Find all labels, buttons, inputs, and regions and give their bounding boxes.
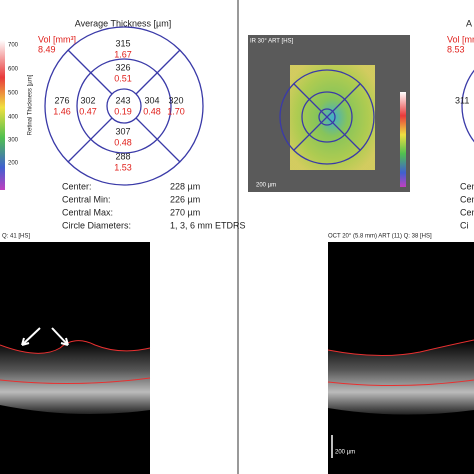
stat-value: 226 µm — [170, 194, 200, 204]
stat-label: Cent — [460, 181, 474, 191]
etdrs-grid — [461, 69, 474, 143]
thickness: 276 — [54, 95, 69, 105]
color-scale — [0, 40, 5, 190]
ilm-line — [327, 339, 474, 357]
stat-value: 270 µm — [170, 207, 200, 217]
stat-label: Cent — [460, 194, 474, 204]
bm-line — [327, 379, 474, 387]
fundus-label: IR 30° ART [HS] — [250, 39, 294, 45]
retina-layers — [0, 340, 150, 414]
map-title: Average Thickness [µm] — [75, 18, 171, 28]
oct-header: Q: 41 [HS] — [2, 234, 30, 240]
ilm-line — [0, 340, 151, 354]
thickness: 288 — [115, 151, 130, 161]
scale-label: 500 — [8, 91, 19, 97]
thickness: 302 — [80, 95, 95, 105]
stat-value: 1, 3, 6 mm ETDRS — [170, 220, 246, 230]
scale-title: Retinal Thickness [µm] — [28, 74, 34, 135]
stat-label: Circle Diameters: — [62, 220, 131, 230]
thickness: 243 — [115, 95, 130, 105]
thickness: 315 — [115, 38, 130, 48]
stat-label: Cent — [460, 207, 474, 217]
thickness: 320 — [168, 95, 183, 105]
stat-value: 228 µm — [170, 181, 200, 191]
oct-header: OCT 20° (5.8 mm) ART (11) Q: 38 [HS] — [328, 234, 432, 240]
arrow — [51, 327, 69, 346]
scale-label: 300 — [8, 138, 19, 144]
stats: Center: 228 µm Central Min: 226 µm Centr… — [62, 181, 246, 230]
volume: 0.48 — [143, 106, 161, 116]
volume: 0.47 — [79, 106, 97, 116]
fundus-scale: 200 µm — [256, 183, 276, 189]
volume: 1.67 — [114, 49, 132, 59]
volume-label: Vol [mm³] — [38, 34, 76, 44]
thickness: 304 — [144, 95, 159, 105]
thickness: 311 — [455, 95, 469, 105]
thickness-map — [290, 65, 375, 170]
bm-line — [0, 377, 151, 385]
stat-label: Center: — [62, 181, 92, 191]
volume: 0.51 — [114, 73, 132, 83]
arrow — [21, 327, 41, 346]
scale-label: 700 — [8, 43, 19, 49]
volume-value: 8.49 — [38, 44, 56, 54]
volume: 1.53 — [114, 162, 132, 172]
volume: 1.46 — [53, 106, 71, 116]
scale-label: 400 — [8, 115, 19, 121]
retina-layers — [328, 340, 474, 415]
volume: 0.19 — [114, 106, 132, 116]
thickness: 326 — [115, 62, 130, 72]
thickness: 307 — [115, 126, 130, 136]
sector-values: 315 1.67 326 0.51 276 1.46 302 0.47 243 … — [53, 38, 185, 172]
stat-label: Ci — [460, 220, 469, 230]
color-scale — [400, 92, 406, 187]
fundus-grid — [279, 69, 375, 165]
scale-label: 600 — [8, 67, 19, 73]
oct-scale: 200 µm — [335, 450, 355, 456]
volume: 0.48 — [114, 137, 132, 147]
stat-label: Central Max: — [62, 207, 113, 217]
etdrs-grid — [44, 26, 204, 186]
volume-value: 8.53 — [447, 44, 465, 54]
stat-label: Central Min: — [62, 194, 111, 204]
map-title: A — [466, 18, 472, 28]
volume: 1.70 — [167, 106, 185, 116]
scale-label: 200 — [8, 161, 19, 167]
volume-label: Vol [mm³ — [447, 34, 474, 44]
